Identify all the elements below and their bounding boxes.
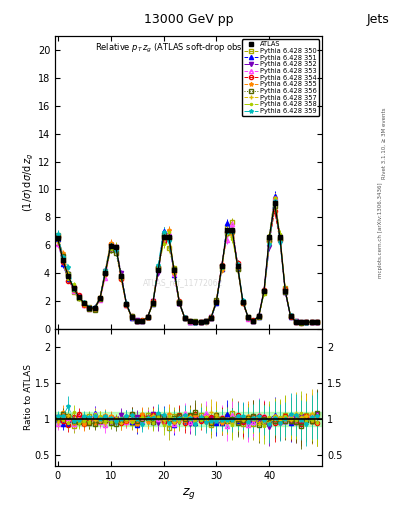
Text: Rivet 3.1.10, ≥ 3M events: Rivet 3.1.10, ≥ 3M events	[382, 108, 387, 179]
X-axis label: $z_g$: $z_g$	[182, 486, 196, 501]
Text: Jets: Jets	[366, 13, 389, 26]
Bar	[55, 412, 322, 426]
Text: Relative $p_T\,z_g$ (ATLAS soft-drop observables): Relative $p_T\,z_g$ (ATLAS soft-drop obs…	[95, 41, 282, 55]
Y-axis label: Ratio to ATLAS: Ratio to ATLAS	[24, 365, 33, 431]
Text: mcplots.cern.ch [arXiv:1306.3436]: mcplots.cern.ch [arXiv:1306.3436]	[378, 183, 383, 278]
Text: 13000 GeV pp: 13000 GeV pp	[144, 13, 233, 26]
Legend: ATLAS, Pythia 6.428 350, Pythia 6.428 351, Pythia 6.428 352, Pythia 6.428 353, P: ATLAS, Pythia 6.428 350, Pythia 6.428 35…	[242, 39, 319, 116]
Y-axis label: $(1/\sigma)\,\mathrm{d}\sigma/\mathrm{d}\,z_g$: $(1/\sigma)\,\mathrm{d}\sigma/\mathrm{d}…	[22, 153, 37, 212]
Text: ATLAS_ref_11772062: ATLAS_ref_11772062	[143, 278, 224, 287]
